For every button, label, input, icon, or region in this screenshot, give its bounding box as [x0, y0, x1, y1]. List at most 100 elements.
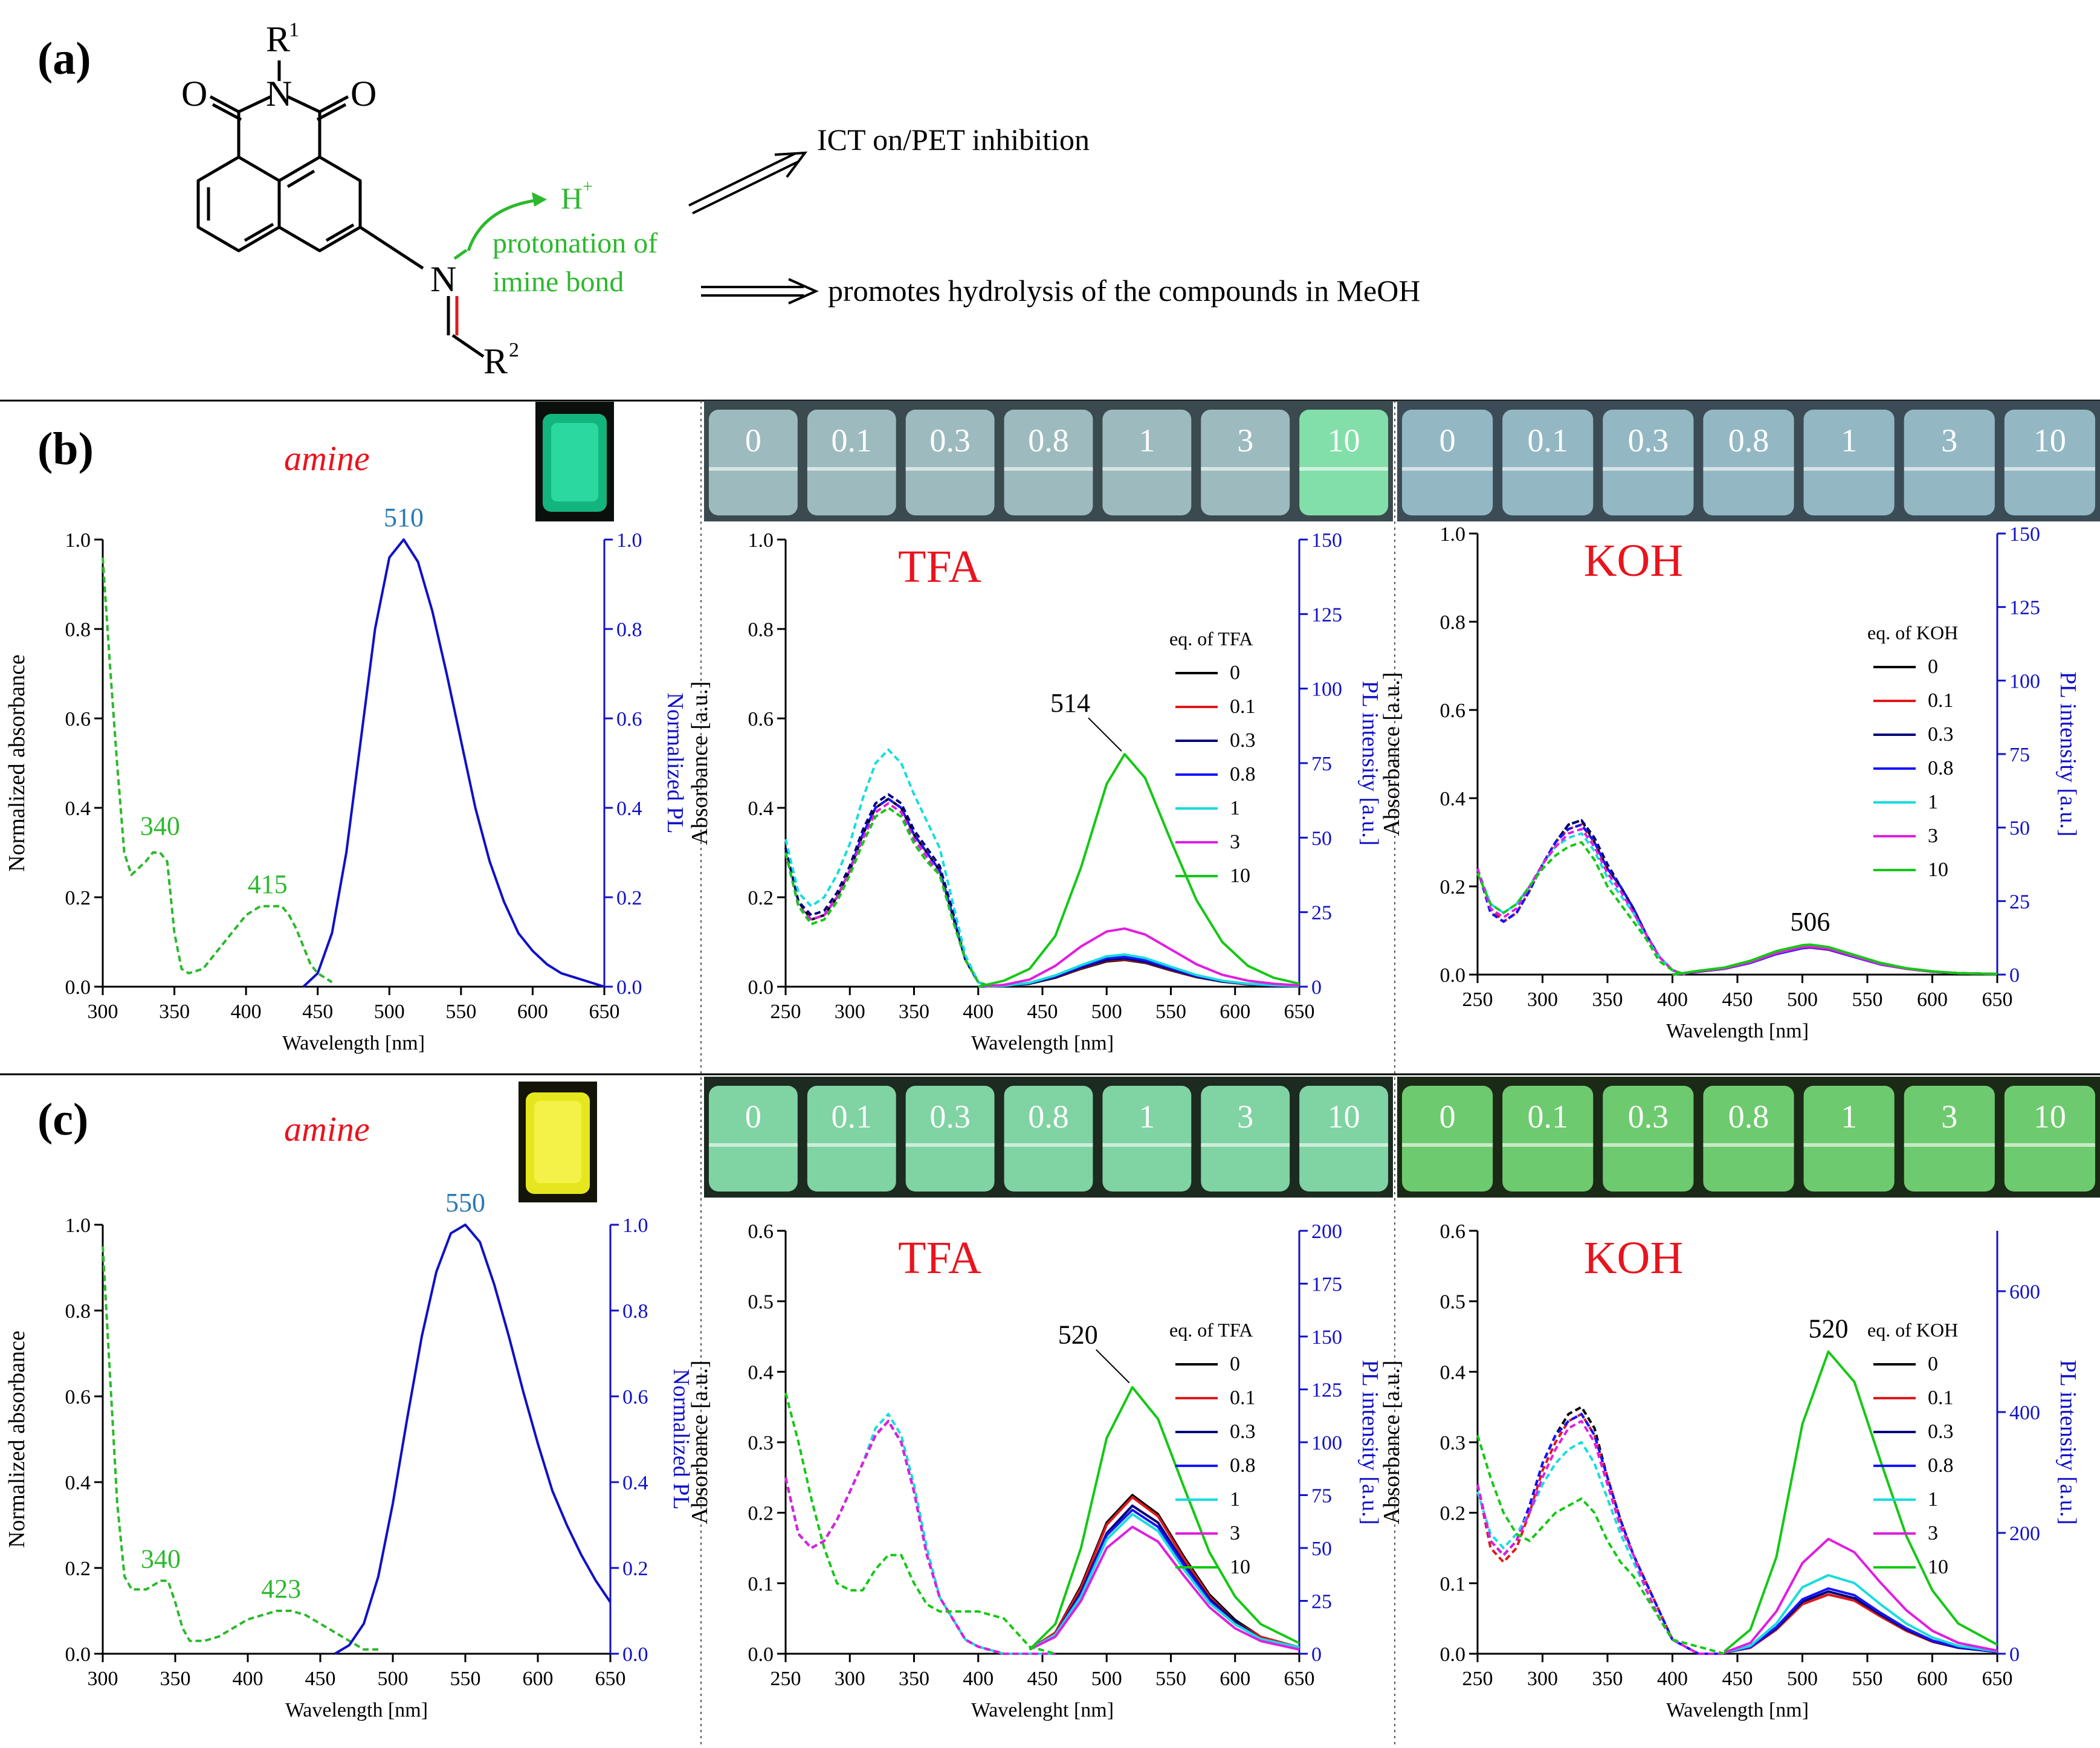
vial-strip-b-tfa: 0 0.1 0.3 0.8 1 3 10 [704, 401, 1393, 521]
x-tick-label: 450 [302, 1001, 333, 1023]
vial [1603, 410, 1694, 515]
x-tick-label: 450 [1722, 988, 1753, 1011]
y-tick-label: 0.4 [1440, 1361, 1466, 1384]
y-tick-label: 0.6 [1440, 1221, 1466, 1243]
x-tick-label: 250 [1462, 988, 1493, 1011]
vial [709, 1086, 798, 1192]
vial-label: 0.1 [1527, 422, 1568, 459]
vial-label: 0 [745, 1098, 761, 1135]
y2-tick-label: 0 [1311, 1643, 1322, 1666]
y-tick-label: 0.6 [65, 1386, 91, 1408]
vial [1703, 410, 1794, 515]
series-pl-3 [1029, 1526, 1300, 1651]
y2-tick-label: 25 [1311, 902, 1332, 924]
atom-o-right: O [351, 74, 376, 114]
chart-c-koh: 250 300 350 400 450 500 550 600 6500.00.10.20.30… [1379, 1221, 2081, 1721]
vial [1102, 410, 1192, 515]
legend-label: 1 [1230, 797, 1240, 819]
vial-strip-c-tfa: 0 0.1 0.3 0.8 1 3 10 [704, 1077, 1393, 1198]
vial-label: 10 [2034, 1098, 2066, 1135]
y2-axis-label: PL intensity [a.u.] [1357, 1360, 1383, 1525]
y-tick-label: 0.0 [65, 1643, 91, 1666]
annotation-label: 340 [140, 811, 180, 841]
x-tick-label: 350 [1592, 988, 1623, 1011]
y-tick-label: 1.0 [65, 529, 91, 552]
vial-meniscus [1904, 467, 1995, 471]
y-axis-label: Absorbance [a.u.] [1379, 672, 1404, 836]
legend-label: 0.1 [1230, 695, 1256, 718]
y-tick-label: 0.6 [748, 1221, 774, 1243]
y-tick-label: 0.2 [1440, 1503, 1466, 1525]
panel-b-vial-photo [535, 402, 614, 521]
vial-label: 0 [1439, 422, 1456, 459]
annotation-label: 423 [261, 1574, 301, 1604]
y2-tick-label: 100 [1311, 1432, 1342, 1454]
y-tick-label: 1.0 [748, 529, 774, 552]
double-arrow-2 [701, 278, 819, 305]
vial-meniscus [1102, 467, 1192, 471]
vial-meniscus [807, 467, 896, 471]
vial-strip-b-koh: 0 0.1 0.3 0.8 1 3 10 [1397, 401, 2100, 521]
annotation-label: 510 [384, 503, 424, 532]
y2-axis-label: PL intensity [a.u.] [2055, 1360, 2081, 1525]
x-tick-label: 500 [1091, 1001, 1122, 1023]
naphthalimide-structure [196, 60, 424, 270]
vial-label: 0.3 [929, 422, 971, 459]
y2-tick-label: 0 [1311, 976, 1322, 999]
structure-atom-labels: R 1 N O O N R 2 [181, 19, 519, 381]
imine-bond [447, 248, 485, 358]
legend-label: 0.3 [1928, 723, 1954, 746]
y-axis-label: Absorbance [a.u.] [1379, 1360, 1404, 1524]
y2-axis-label: Normalized PL [668, 1369, 694, 1509]
legend-label: 3 [1928, 1522, 1938, 1544]
vial-meniscus [1402, 1143, 1493, 1147]
vial-label: 3 [1237, 422, 1253, 459]
vial-label: 0.8 [1728, 1098, 1769, 1135]
atom-r1: R [266, 19, 290, 59]
series-absorbance-10 [1476, 1434, 1725, 1655]
y2-tick-label: 75 [1311, 753, 1332, 775]
vial [1004, 410, 1093, 515]
annotation-label: 520 [1809, 1314, 1849, 1343]
chart-c-tfa: 250 300 350 400 450 500 550 600 6500.00.10.20.30… [687, 1221, 1383, 1721]
vial [709, 410, 798, 515]
panel-c-amine-label: amine [284, 1109, 370, 1149]
vial-label: 0 [745, 422, 761, 459]
chart-b-koh: 250 300 350 400 450 500 550 600 6500.00.20.40.60… [1379, 523, 2081, 1042]
series-absorbance-10 [784, 1392, 1056, 1655]
series-absorbance-0-8 [1476, 823, 1686, 976]
vial-meniscus [1603, 467, 1694, 471]
y-tick-label: 0.0 [748, 1643, 774, 1666]
y2-tick-label: 0.0 [622, 1643, 648, 1666]
x-tick-label: 600 [1220, 1001, 1250, 1023]
legend-label: 0 [1230, 662, 1240, 684]
series-absorbance-1 [784, 748, 992, 988]
x-tick-label: 600 [1917, 1668, 1948, 1690]
y-tick-label: 0.6 [65, 708, 91, 730]
vial-meniscus [1703, 1143, 1794, 1147]
vial-label: 0.1 [1527, 1098, 1568, 1135]
legend-title: eq. of KOH [1867, 622, 1958, 643]
y-tick-label: 0.5 [748, 1291, 774, 1314]
arrow-2-text: promotes hydrolysis of the compounds in … [828, 274, 1420, 308]
legend-label: 1 [1928, 1488, 1938, 1511]
x-axis-label: Wavelength [nm] [971, 1032, 1114, 1054]
y2-tick-label: 0.4 [622, 1472, 648, 1494]
vial-label: 0.8 [1028, 422, 1069, 459]
series-pl-1 [978, 953, 1300, 988]
atom-r1-sup: 1 [289, 19, 299, 41]
y2-tick-label: 100 [1311, 679, 1342, 701]
annotation-label: 340 [141, 1544, 181, 1573]
series-absorbance-0-1 [1476, 1413, 1725, 1655]
x-tick-label: 550 [1852, 1668, 1883, 1690]
x-axis-label: Wavelength [nm] [285, 1699, 428, 1721]
x-tick-label: 600 [517, 1001, 548, 1023]
x-tick-label: 650 [1982, 1668, 2013, 1690]
vial [905, 410, 995, 515]
x-tick-label: 450 [1722, 1668, 1753, 1690]
x-tick-label: 400 [963, 1668, 993, 1690]
legend-label: 1 [1928, 791, 1938, 813]
y-tick-label: 0.0 [1440, 1643, 1466, 1666]
panel-c-label: (c) [37, 1094, 88, 1145]
